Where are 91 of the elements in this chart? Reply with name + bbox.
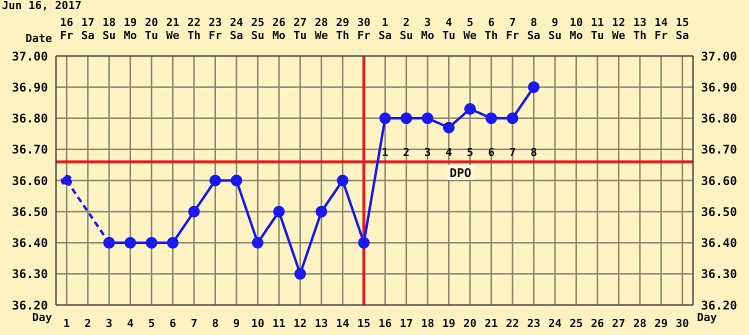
x-tick-label: 21 [484, 317, 498, 330]
x-tick-label: 20 [463, 317, 477, 330]
y2-tick-label: 36.90 [701, 80, 738, 94]
y2-tick-label: 36.80 [701, 112, 738, 126]
y-tick-label: 36.20 [12, 298, 48, 312]
x2-tick-label: 14 Fr [654, 16, 668, 42]
x2-tick-label: 15 Sa [676, 16, 690, 42]
x2-tick-label: 30 Fr [357, 16, 371, 42]
x-tick-label: 10 [251, 317, 264, 330]
y2-tick-label: 36.40 [701, 236, 738, 250]
chart-title: Jun 16, 2017 [2, 0, 82, 12]
annotation: 5 [466, 146, 474, 159]
y-tick-label: 37.00 [12, 49, 48, 64]
x-tick-label: 29 [654, 317, 668, 330]
x2-tick-label: 29 Th [336, 16, 350, 42]
x2-axis-title: Date [26, 32, 52, 45]
text: Day [697, 311, 717, 324]
annotation: 1 [382, 146, 389, 159]
x2-tick-label: 27 Tu [294, 16, 307, 42]
x-tick-label: 4 [127, 317, 134, 330]
x-tick-label: 6 [169, 317, 176, 330]
x-tick-label: 7 [190, 317, 198, 330]
x-tick-label: 12 [294, 317, 307, 330]
x2-tick-label: 26 Mo [272, 16, 286, 42]
annotation: 8 [530, 146, 538, 159]
y-tick-label: 36.80 [12, 112, 48, 126]
x2-tick-label: 11 Tu [590, 16, 604, 42]
x2-tick-label: 2 Su [400, 16, 413, 42]
x2-tick-label: 8 Sa [527, 16, 540, 42]
x-tick-label: 23 [527, 317, 540, 330]
x-tick-label: 22 [506, 317, 520, 330]
x-tick-label: 13 [314, 317, 328, 330]
x-tick-label: 3 [106, 317, 112, 330]
x2-tick-label: 16 Fr [60, 16, 74, 42]
x-axis-title: Day [32, 311, 52, 324]
y-tick-label: 36.50 [12, 204, 48, 219]
x-tick-label: 11 [272, 317, 286, 330]
x2-tick-label: 22 Th [187, 16, 201, 42]
x-tick-label: 27 [612, 317, 626, 330]
x-tick-label: 18 [420, 317, 434, 330]
x-tick-label: 5 [148, 317, 155, 330]
x2-tick-label: 5 We [463, 16, 478, 42]
x2-tick-label: 20 Tu [144, 16, 158, 42]
annotation: 7 [509, 146, 516, 159]
x-tick-label: 15 [357, 317, 371, 330]
x-tick-label: 2 [84, 317, 92, 330]
y2-tick-label: 36.50 [701, 204, 738, 219]
x-tick-label: 14 [336, 317, 350, 330]
x2-tick-label: 6 Th [484, 16, 498, 42]
x2-tick-label: 23 Fr [208, 16, 222, 42]
x2-tick-label: 12 We [612, 16, 626, 42]
x-tick-label: 16 [378, 317, 392, 330]
x-tick-label: 26 [590, 317, 604, 330]
x-tick-label: 1 [63, 317, 70, 330]
annotation: 2 [403, 146, 410, 159]
x2-tick-label: 1 Sa [378, 16, 392, 42]
annotation: 6 [488, 146, 495, 159]
x2-tick-label: 18 Su [102, 16, 116, 42]
x-tick-label: 8 [212, 317, 219, 330]
x2-tick-label: 25 Su [251, 16, 264, 42]
y-tick-label: 36.40 [12, 236, 48, 250]
x2-tick-label: 19 Mo [124, 16, 138, 42]
x-tick-label: 25 [570, 317, 583, 330]
x2-tick-label: 21 We [166, 16, 180, 42]
x-tick-label: 28 [633, 317, 647, 330]
y-tick-label: 36.70 [12, 142, 48, 157]
annotation: 4 [446, 146, 453, 159]
x2-tick-label: 28 We [314, 16, 328, 42]
x2-tick-label: 13 Th [633, 16, 647, 42]
x2-tick-label: 4 Tu [442, 16, 456, 42]
x-tick-label: 9 [233, 317, 240, 330]
annotation: 3 [424, 146, 431, 159]
x-tick-label: 24 [548, 317, 562, 330]
x-tick-label: 17 [400, 317, 413, 330]
y2-tick-label: 36.20 [701, 298, 738, 312]
y2-tick-label: 36.30 [701, 267, 738, 282]
y-tick-label: 36.60 [12, 174, 48, 188]
ref-line-label: DPO [450, 166, 472, 180]
x-tick-label: 19 [442, 317, 456, 330]
x-tick-label: 30 [676, 317, 690, 330]
x2-tick-label: 24 Sa [230, 16, 244, 42]
y2-tick-label: 37.00 [701, 49, 738, 64]
x2-tick-label: 3 Mo [420, 16, 435, 42]
y2-tick-label: 36.60 [701, 174, 738, 188]
y-tick-label: 36.30 [12, 267, 48, 282]
x2-tick-label: 9 Su [548, 16, 562, 42]
y2-tick-label: 36.70 [701, 142, 738, 157]
x2-tick-label: 17 Sa [81, 16, 94, 42]
x2-tick-label: 10 Mo [570, 16, 584, 42]
x2-tick-label: 7 Fr [506, 16, 520, 42]
y-tick-label: 36.90 [12, 80, 48, 94]
